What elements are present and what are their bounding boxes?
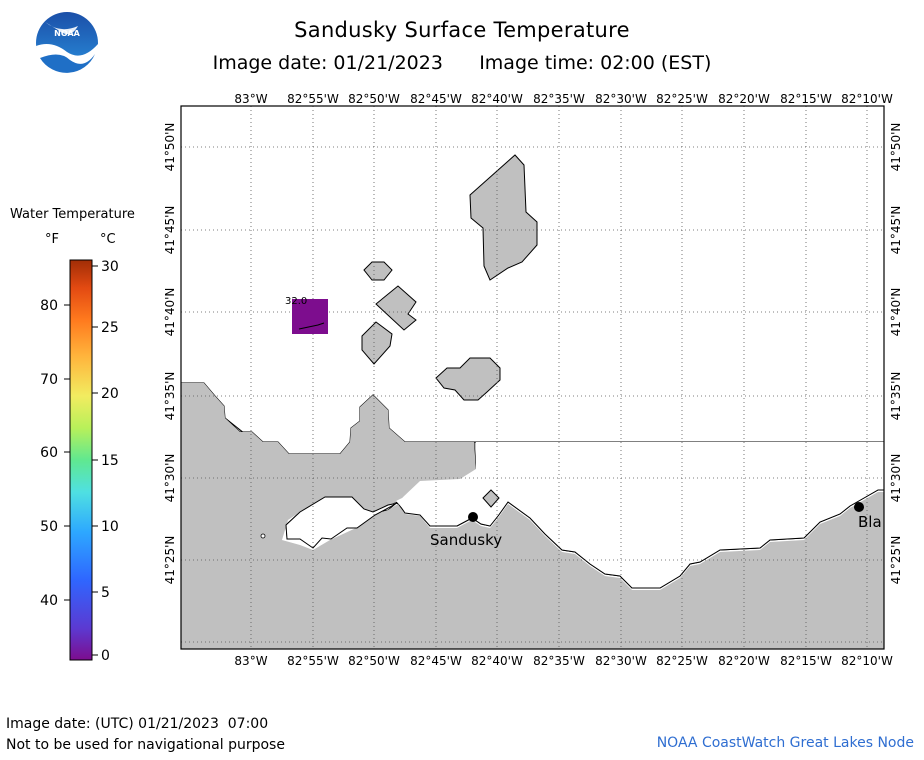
legend-label-c: 10 bbox=[101, 519, 119, 535]
longitude-label-top: 82°35'W bbox=[533, 92, 585, 106]
longitude-label-top: 82°55'W bbox=[287, 92, 339, 106]
blanchard-label: Bla bbox=[858, 513, 882, 531]
footer-info: Image date: (UTC) 01/21/2023 07:00 Not t… bbox=[6, 714, 285, 756]
small-islet bbox=[260, 533, 266, 539]
map-area: 32.0 Sandusky Bla bbox=[180, 105, 885, 650]
footer-disclaimer: Not to be used for navigational purpose bbox=[6, 737, 285, 753]
longitude-label-bottom: 82°10'W bbox=[841, 654, 893, 668]
latitude-label-right: 41°50'N bbox=[889, 123, 903, 172]
longitude-label-top: 82°45'W bbox=[410, 92, 462, 106]
map-frame bbox=[180, 105, 885, 650]
axis-labels: 83°W 83°W 82°55'W 82°55'W 82°50'W 82°50'W 82°4… bbox=[163, 92, 903, 668]
latitude-label-left: 41°40'N bbox=[163, 288, 177, 337]
map-grid bbox=[181, 106, 884, 649]
legend-unit-celsius: °C bbox=[100, 232, 116, 247]
legend-label-f: 40 bbox=[40, 593, 58, 609]
latitude-label-right: 41°45'N bbox=[889, 206, 903, 255]
legend-label-c: 15 bbox=[101, 453, 119, 469]
longitude-label-top: 82°30'W bbox=[595, 92, 647, 106]
longitude-label-bottom: 82°25'W bbox=[656, 654, 708, 668]
temperature-sample-mark bbox=[298, 322, 325, 330]
latitude-label-left: 41°30'N bbox=[163, 454, 177, 503]
legend-label-f: 60 bbox=[40, 445, 58, 461]
map-subtitle: Image date: 01/21/2023 Image time: 02:00… bbox=[0, 52, 924, 74]
latitude-label-right: 41°35'N bbox=[889, 372, 903, 421]
noaa-logo-icon: NOAA bbox=[36, 12, 99, 77]
legend-label-c: 25 bbox=[101, 320, 119, 336]
image-time: Image time: 02:00 (EST) bbox=[479, 52, 712, 74]
temperature-reading: 32.0 bbox=[285, 296, 307, 307]
longitude-label-bottom: 82°15'W bbox=[780, 654, 832, 668]
map-title: Sandusky Surface Temperature bbox=[294, 18, 630, 42]
footer-credit: NOAA CoastWatch Great Lakes Node bbox=[656, 735, 914, 751]
legend-label-f: 50 bbox=[40, 519, 58, 535]
legend-color-bar bbox=[69, 259, 93, 661]
longitude-label-top: 82°25'W bbox=[656, 92, 708, 106]
latitude-label-right: 41°40'N bbox=[889, 288, 903, 337]
longitude-label-top: 82°10'W bbox=[841, 92, 893, 106]
island-small-3 bbox=[361, 321, 393, 365]
islet-sandusky bbox=[482, 489, 500, 508]
island-small-2 bbox=[375, 285, 417, 331]
latitude-label-left: 41°50'N bbox=[163, 123, 177, 172]
blanchard-marker bbox=[854, 502, 864, 512]
island-small-1 bbox=[363, 261, 393, 281]
legend-label-f: 80 bbox=[40, 298, 58, 314]
island-north bbox=[469, 154, 538, 281]
footer-utc-date: Image date: (UTC) 01/21/2023 07:00 bbox=[6, 716, 269, 732]
sandusky-marker bbox=[468, 512, 478, 522]
longitude-label-top: 83°W bbox=[234, 92, 267, 106]
longitude-label-bottom: 82°40'W bbox=[471, 654, 523, 668]
mainland-body bbox=[181, 383, 884, 649]
latitude-label-left: 41°45'N bbox=[163, 206, 177, 255]
longitude-label-top: 82°20'W bbox=[718, 92, 770, 106]
legend-label-c: 5 bbox=[101, 585, 110, 601]
latitude-label-right: 41°30'N bbox=[889, 454, 903, 503]
sandusky-label: Sandusky bbox=[430, 531, 502, 549]
longitude-label-bottom: 82°55'W bbox=[287, 654, 339, 668]
legend-unit-fahrenheit: °F bbox=[45, 232, 59, 247]
noaa-logo-text: NOAA bbox=[54, 29, 80, 38]
legend-label-c: 20 bbox=[101, 386, 119, 402]
image-date: Image date: 01/21/2023 bbox=[212, 52, 443, 74]
longitude-label-top: 82°40'W bbox=[471, 92, 523, 106]
longitude-label-bottom: 82°50'W bbox=[348, 654, 400, 668]
temperature-sample-patch bbox=[292, 299, 328, 334]
longitude-label-bottom: 83°W bbox=[234, 654, 267, 668]
island-kelleys bbox=[435, 357, 501, 401]
latitude-label-left: 41°35'N bbox=[163, 372, 177, 421]
latitude-label-right: 41°25'N bbox=[889, 536, 903, 585]
longitude-label-bottom: 82°35'W bbox=[533, 654, 585, 668]
legend-title: Water Temperature bbox=[10, 207, 135, 222]
longitude-label-bottom: 82°30'W bbox=[595, 654, 647, 668]
legend-label-c: 30 bbox=[101, 259, 119, 275]
longitude-label-top: 82°50'W bbox=[348, 92, 400, 106]
legend-label-c: 0 bbox=[101, 648, 110, 664]
legend-label-f: 70 bbox=[40, 372, 58, 388]
longitude-label-bottom: 82°45'W bbox=[410, 654, 462, 668]
longitude-label-top: 82°15'W bbox=[780, 92, 832, 106]
longitude-label-bottom: 82°20'W bbox=[718, 654, 770, 668]
latitude-label-left: 41°25'N bbox=[163, 536, 177, 585]
